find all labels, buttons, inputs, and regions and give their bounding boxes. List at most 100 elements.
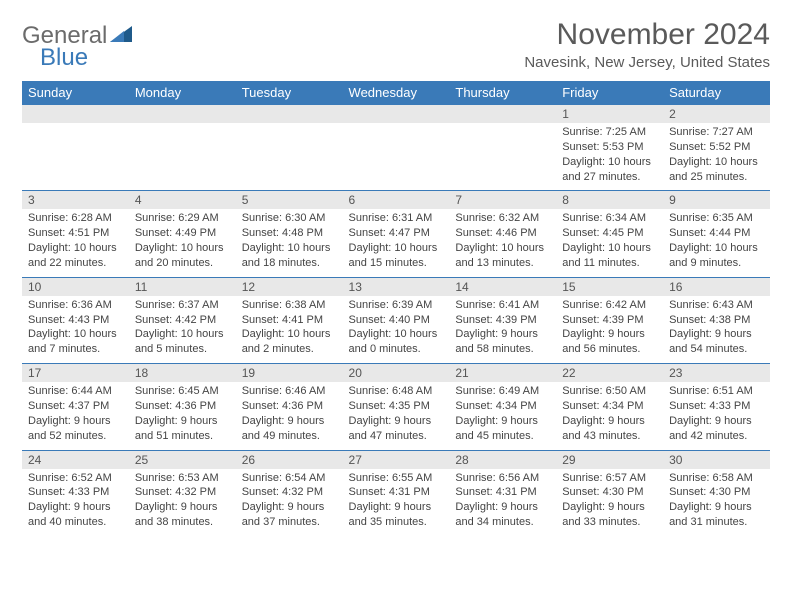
day-body: Sunrise: 6:28 AMSunset: 4:51 PMDaylight:… (22, 209, 129, 276)
day-number: 13 (343, 278, 450, 296)
calendar-table: SundayMondayTuesdayWednesdayThursdayFrid… (22, 81, 770, 536)
daylight-text: Daylight: 9 hours and 35 minutes. (349, 500, 444, 530)
day-body: Sunrise: 6:55 AMSunset: 4:31 PMDaylight:… (343, 469, 450, 536)
sunset-text: Sunset: 4:48 PM (242, 226, 337, 241)
day-cell (129, 105, 236, 191)
daylight-text: Daylight: 9 hours and 45 minutes. (455, 414, 550, 444)
sunset-text: Sunset: 4:34 PM (562, 399, 657, 414)
daylight-text: Daylight: 9 hours and 47 minutes. (349, 414, 444, 444)
day-number: 21 (449, 364, 556, 382)
day-cell: 5Sunrise: 6:30 AMSunset: 4:48 PMDaylight… (236, 191, 343, 277)
day-body: Sunrise: 6:39 AMSunset: 4:40 PMDaylight:… (343, 296, 450, 363)
daylight-text: Daylight: 10 hours and 15 minutes. (349, 241, 444, 271)
sunrise-text: Sunrise: 6:50 AM (562, 384, 657, 399)
day-number: 29 (556, 451, 663, 469)
location: Navesink, New Jersey, United States (524, 54, 770, 71)
sunset-text: Sunset: 4:46 PM (455, 226, 550, 241)
day-body: Sunrise: 6:50 AMSunset: 4:34 PMDaylight:… (556, 382, 663, 449)
day-number: 8 (556, 191, 663, 209)
day-cell: 6Sunrise: 6:31 AMSunset: 4:47 PMDaylight… (343, 191, 450, 277)
week-row: 24Sunrise: 6:52 AMSunset: 4:33 PMDayligh… (22, 450, 770, 536)
day-number: 9 (663, 191, 770, 209)
sunrise-text: Sunrise: 6:35 AM (669, 211, 764, 226)
day-cell: 20Sunrise: 6:48 AMSunset: 4:35 PMDayligh… (343, 364, 450, 450)
day-cell: 2Sunrise: 7:27 AMSunset: 5:52 PMDaylight… (663, 105, 770, 191)
sunset-text: Sunset: 4:40 PM (349, 313, 444, 328)
week-row: 3Sunrise: 6:28 AMSunset: 4:51 PMDaylight… (22, 191, 770, 277)
title-block: November 2024 Navesink, New Jersey, Unit… (524, 18, 770, 77)
day-number: 10 (22, 278, 129, 296)
day-body: Sunrise: 6:38 AMSunset: 4:41 PMDaylight:… (236, 296, 343, 363)
day-body: Sunrise: 7:27 AMSunset: 5:52 PMDaylight:… (663, 123, 770, 190)
logo: General Blue (22, 18, 132, 70)
daylight-text: Daylight: 9 hours and 43 minutes. (562, 414, 657, 444)
day-body (449, 123, 556, 187)
sunset-text: Sunset: 4:43 PM (28, 313, 123, 328)
day-body: Sunrise: 6:29 AMSunset: 4:49 PMDaylight:… (129, 209, 236, 276)
sunrise-text: Sunrise: 6:49 AM (455, 384, 550, 399)
daylight-text: Daylight: 9 hours and 49 minutes. (242, 414, 337, 444)
day-number (343, 105, 450, 123)
day-cell: 1Sunrise: 7:25 AMSunset: 5:53 PMDaylight… (556, 105, 663, 191)
day-cell: 22Sunrise: 6:50 AMSunset: 4:34 PMDayligh… (556, 364, 663, 450)
day-body: Sunrise: 6:52 AMSunset: 4:33 PMDaylight:… (22, 469, 129, 536)
daylight-text: Daylight: 9 hours and 38 minutes. (135, 500, 230, 530)
day-cell: 15Sunrise: 6:42 AMSunset: 4:39 PMDayligh… (556, 277, 663, 363)
daylight-text: Daylight: 10 hours and 2 minutes. (242, 327, 337, 357)
sunrise-text: Sunrise: 6:41 AM (455, 298, 550, 313)
day-cell: 3Sunrise: 6:28 AMSunset: 4:51 PMDaylight… (22, 191, 129, 277)
header: General Blue November 2024 Navesink, New… (22, 18, 770, 77)
day-cell: 21Sunrise: 6:49 AMSunset: 4:34 PMDayligh… (449, 364, 556, 450)
day-body: Sunrise: 6:58 AMSunset: 4:30 PMDaylight:… (663, 469, 770, 536)
day-cell: 4Sunrise: 6:29 AMSunset: 4:49 PMDaylight… (129, 191, 236, 277)
day-number: 16 (663, 278, 770, 296)
day-body: Sunrise: 6:44 AMSunset: 4:37 PMDaylight:… (22, 382, 129, 449)
sunrise-text: Sunrise: 6:53 AM (135, 471, 230, 486)
day-body: Sunrise: 6:34 AMSunset: 4:45 PMDaylight:… (556, 209, 663, 276)
daylight-text: Daylight: 10 hours and 9 minutes. (669, 241, 764, 271)
day-number: 7 (449, 191, 556, 209)
day-body: Sunrise: 6:31 AMSunset: 4:47 PMDaylight:… (343, 209, 450, 276)
weekday-friday: Friday (556, 81, 663, 105)
day-number: 27 (343, 451, 450, 469)
daylight-text: Daylight: 9 hours and 31 minutes. (669, 500, 764, 530)
sunrise-text: Sunrise: 6:46 AM (242, 384, 337, 399)
day-number (449, 105, 556, 123)
sunset-text: Sunset: 4:47 PM (349, 226, 444, 241)
sunset-text: Sunset: 4:33 PM (669, 399, 764, 414)
daylight-text: Daylight: 10 hours and 5 minutes. (135, 327, 230, 357)
sunrise-text: Sunrise: 6:42 AM (562, 298, 657, 313)
sunrise-text: Sunrise: 6:31 AM (349, 211, 444, 226)
day-cell: 11Sunrise: 6:37 AMSunset: 4:42 PMDayligh… (129, 277, 236, 363)
day-number: 17 (22, 364, 129, 382)
daylight-text: Daylight: 10 hours and 20 minutes. (135, 241, 230, 271)
day-number: 2 (663, 105, 770, 123)
day-cell: 19Sunrise: 6:46 AMSunset: 4:36 PMDayligh… (236, 364, 343, 450)
day-cell: 18Sunrise: 6:45 AMSunset: 4:36 PMDayligh… (129, 364, 236, 450)
day-cell: 16Sunrise: 6:43 AMSunset: 4:38 PMDayligh… (663, 277, 770, 363)
month-title: November 2024 (524, 18, 770, 52)
sunset-text: Sunset: 5:52 PM (669, 140, 764, 155)
weekday-header-row: SundayMondayTuesdayWednesdayThursdayFrid… (22, 81, 770, 105)
sunrise-text: Sunrise: 6:55 AM (349, 471, 444, 486)
sunrise-text: Sunrise: 6:38 AM (242, 298, 337, 313)
day-body: Sunrise: 6:54 AMSunset: 4:32 PMDaylight:… (236, 469, 343, 536)
day-number: 12 (236, 278, 343, 296)
sunset-text: Sunset: 4:30 PM (669, 485, 764, 500)
sunset-text: Sunset: 4:39 PM (455, 313, 550, 328)
week-row: 10Sunrise: 6:36 AMSunset: 4:43 PMDayligh… (22, 277, 770, 363)
day-number: 30 (663, 451, 770, 469)
daylight-text: Daylight: 9 hours and 34 minutes. (455, 500, 550, 530)
logo-sail-icon (110, 26, 132, 42)
weekday-tuesday: Tuesday (236, 81, 343, 105)
day-cell: 28Sunrise: 6:56 AMSunset: 4:31 PMDayligh… (449, 450, 556, 536)
weekday-wednesday: Wednesday (343, 81, 450, 105)
sunset-text: Sunset: 4:42 PM (135, 313, 230, 328)
day-cell: 27Sunrise: 6:55 AMSunset: 4:31 PMDayligh… (343, 450, 450, 536)
daylight-text: Daylight: 10 hours and 18 minutes. (242, 241, 337, 271)
weekday-saturday: Saturday (663, 81, 770, 105)
sunrise-text: Sunrise: 6:39 AM (349, 298, 444, 313)
sunset-text: Sunset: 4:38 PM (669, 313, 764, 328)
sunrise-text: Sunrise: 6:56 AM (455, 471, 550, 486)
daylight-text: Daylight: 9 hours and 52 minutes. (28, 414, 123, 444)
